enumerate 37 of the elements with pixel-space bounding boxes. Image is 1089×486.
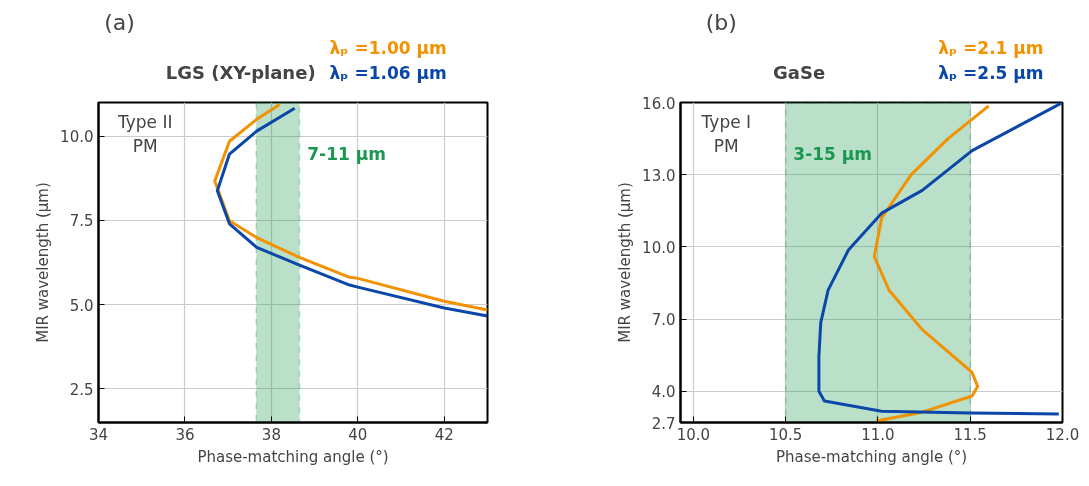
annotation: Type II PM [116,112,173,157]
x-axis-title: Phase-matching angle (°) [197,447,389,466]
y-tick-label: 7.0 [651,311,676,330]
line-series [872,104,991,423]
y-axis-title: MIR wavelength (µm) [34,182,53,343]
text: (a) [104,10,135,35]
series-label: λₚ =2.5 µm [938,62,1044,83]
text: λₚ =2.1 µm [938,37,1044,58]
text: λₚ =1.06 µm [329,62,447,83]
x-tick-label: 10.0 [676,425,711,444]
text: (b) [705,10,737,35]
y-tick-label: 2.5 [69,380,94,399]
y-tick-label: 7.5 [69,212,94,231]
band-label: 7-11 µm [307,143,386,164]
y-tick-label: 13.0 [642,166,676,185]
y-tick-label: 2.7 [651,414,676,433]
chart-title: LGS (XY-plane) [165,62,316,83]
chart-title: GaSe [773,62,826,83]
x-tick-label: 10.5 [768,425,803,444]
y-axis-title: MIR wavelength (µm) [616,182,635,343]
y-tick-label: 10.0 [60,128,94,147]
x-tick-label: 40 [348,425,368,444]
x-tick-label: 36 [175,425,195,444]
y-tick-label: 16.0 [642,94,676,113]
x-tick-label: 42 [434,425,454,444]
band-label: 3-15 µm [793,143,873,164]
text: λₚ =1.00 µm [329,37,447,58]
y-tick-label: 4.0 [651,383,676,402]
annotation: Type I PM [700,112,752,157]
x-tick-label: 11.0 [861,425,895,444]
y-tick-label: 5.0 [69,296,94,315]
x-tick-label: 12.0 [1045,425,1080,444]
y-tick-label: 10.0 [642,238,676,257]
x-tick-label: 38 [261,425,281,444]
x-tick-label: 34 [88,425,109,444]
x-tick-label: 11.5 [953,425,987,444]
x-axis-title: Phase-matching angle (°) [775,447,968,466]
